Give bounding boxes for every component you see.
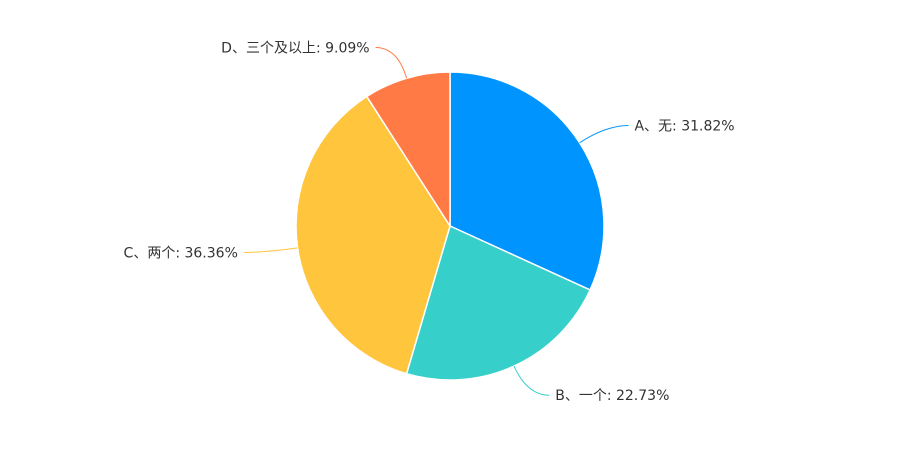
slice-label: C、两个: 36.36% [124,245,238,261]
slice-label: D、三个及以上: 9.09% [221,41,369,57]
leader-line [243,247,298,253]
slice-label: A、无: 31.82% [634,118,734,134]
leader-line [375,47,408,79]
leader-line [579,124,629,144]
pie-slice-d[interactable] [365,71,451,229]
slice-label: B、一个: 22.73% [555,388,669,404]
leader-line [513,365,550,396]
pie-slice-c[interactable] [295,95,451,375]
